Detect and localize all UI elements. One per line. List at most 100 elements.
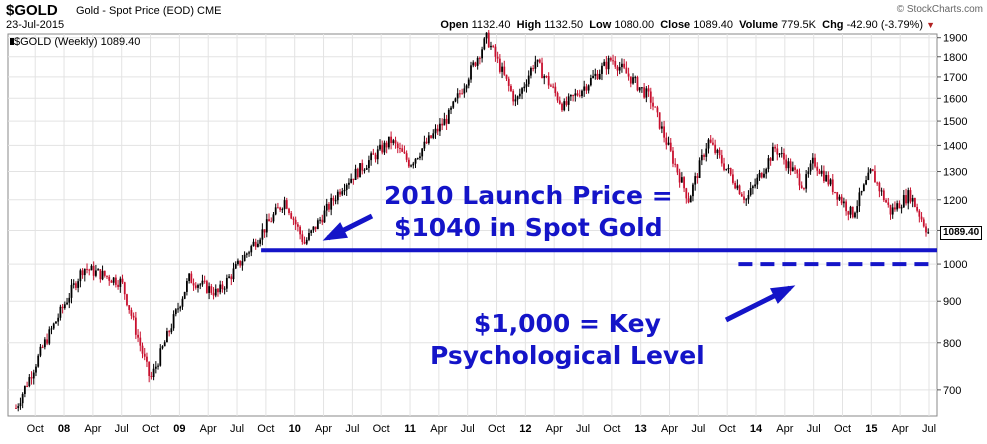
candle-body bbox=[181, 298, 184, 307]
candle-body bbox=[920, 216, 923, 220]
candle-body bbox=[461, 93, 464, 95]
ohlc-readout: Open 1132.40 High 1132.50 Low 1080.00 Cl… bbox=[440, 19, 935, 31]
candle-body bbox=[567, 96, 570, 105]
x-tick-label: Apr bbox=[661, 423, 678, 435]
candle-body bbox=[589, 77, 592, 86]
candle-body bbox=[150, 375, 153, 378]
candle-body bbox=[629, 76, 632, 84]
candle-body bbox=[265, 219, 268, 233]
x-tick-label: Oct bbox=[257, 423, 274, 435]
candle-body bbox=[441, 123, 444, 126]
candle-body bbox=[905, 195, 907, 204]
candle-body bbox=[616, 66, 619, 71]
y-tick-label: 800 bbox=[943, 338, 961, 350]
candle-body bbox=[800, 185, 803, 189]
candle-body bbox=[487, 32, 490, 48]
candle-body bbox=[516, 96, 519, 100]
candle-body bbox=[758, 172, 761, 178]
candle-body bbox=[867, 172, 870, 181]
x-tick-label: Apr bbox=[546, 423, 563, 435]
candle-body bbox=[882, 190, 885, 201]
candle-body bbox=[230, 276, 233, 280]
candle-body bbox=[538, 59, 541, 63]
candle-body bbox=[368, 160, 370, 169]
chart-date: 23-Jul-2015 bbox=[6, 19, 65, 31]
candle-body bbox=[854, 212, 856, 218]
candle-body bbox=[245, 253, 248, 255]
candle-body bbox=[208, 286, 210, 293]
candle-body bbox=[527, 75, 530, 85]
candle-body bbox=[660, 126, 663, 129]
y-tick-label: 1000 bbox=[943, 259, 967, 271]
y-tick-label: 700 bbox=[943, 385, 961, 397]
candle-body bbox=[443, 118, 446, 126]
candle-body bbox=[887, 202, 890, 205]
candle-body bbox=[101, 270, 104, 280]
x-tick-label: Oct bbox=[834, 423, 851, 435]
candle-body bbox=[605, 61, 608, 70]
candle-body bbox=[381, 144, 384, 153]
candle-body bbox=[512, 91, 515, 102]
candle-body bbox=[463, 88, 466, 94]
candle-body bbox=[756, 177, 759, 185]
candle-body bbox=[643, 87, 646, 98]
candle-body bbox=[203, 280, 206, 282]
candle-body bbox=[543, 76, 546, 79]
candle-body bbox=[183, 291, 186, 299]
candle-body bbox=[83, 268, 86, 276]
candle-body bbox=[709, 139, 712, 143]
candle-body bbox=[683, 177, 685, 189]
low-value: 1080.00 bbox=[614, 19, 655, 31]
candle-body bbox=[898, 203, 901, 209]
candle-body bbox=[241, 261, 244, 266]
candle-body bbox=[485, 32, 488, 39]
legend-swatch bbox=[10, 38, 14, 45]
candle-body bbox=[780, 152, 783, 154]
candle-body bbox=[581, 90, 583, 97]
candle-body bbox=[259, 239, 262, 244]
candle-body bbox=[791, 167, 794, 172]
candle-body bbox=[392, 140, 395, 144]
launch-annotation-line-2: $1040 in Spot Gold bbox=[394, 213, 663, 242]
candle-body bbox=[621, 63, 623, 68]
candle-body bbox=[776, 148, 779, 155]
candle-body bbox=[361, 163, 364, 171]
candle-body bbox=[427, 135, 430, 144]
candle-body bbox=[880, 190, 883, 192]
candle-body bbox=[385, 142, 388, 148]
candle-body bbox=[869, 169, 872, 173]
candle-body bbox=[303, 242, 306, 244]
candle-body bbox=[649, 91, 652, 103]
candle-body bbox=[574, 93, 577, 96]
candle-body bbox=[623, 63, 626, 68]
candle-body bbox=[341, 191, 344, 195]
candle-body bbox=[250, 246, 253, 253]
candle-body bbox=[521, 88, 523, 94]
candle-body bbox=[820, 170, 823, 174]
x-tick-label: 09 bbox=[173, 423, 185, 435]
open-label: Open bbox=[440, 19, 469, 31]
candle-body bbox=[26, 385, 28, 387]
candle-body bbox=[143, 353, 146, 357]
candle-body bbox=[294, 219, 297, 225]
candle-body bbox=[612, 60, 614, 62]
candle-body bbox=[228, 276, 230, 278]
candle-body bbox=[889, 204, 892, 215]
candle-body bbox=[818, 170, 821, 174]
candle-body bbox=[15, 407, 17, 409]
low-label: Low bbox=[589, 19, 612, 31]
candle-body bbox=[498, 58, 501, 72]
exchange-text: CME bbox=[197, 5, 222, 17]
candle-body bbox=[419, 156, 421, 159]
candle-body bbox=[902, 195, 905, 208]
candle-body bbox=[95, 270, 97, 276]
candle-body bbox=[425, 141, 428, 144]
candle-body bbox=[314, 226, 317, 230]
candle-body bbox=[774, 146, 776, 149]
candle-body bbox=[716, 149, 719, 153]
candle-body bbox=[405, 153, 408, 160]
candle-body bbox=[46, 339, 48, 344]
candle-body bbox=[505, 74, 508, 79]
x-tick-label: Apr bbox=[200, 423, 217, 435]
candle-body bbox=[108, 276, 111, 281]
